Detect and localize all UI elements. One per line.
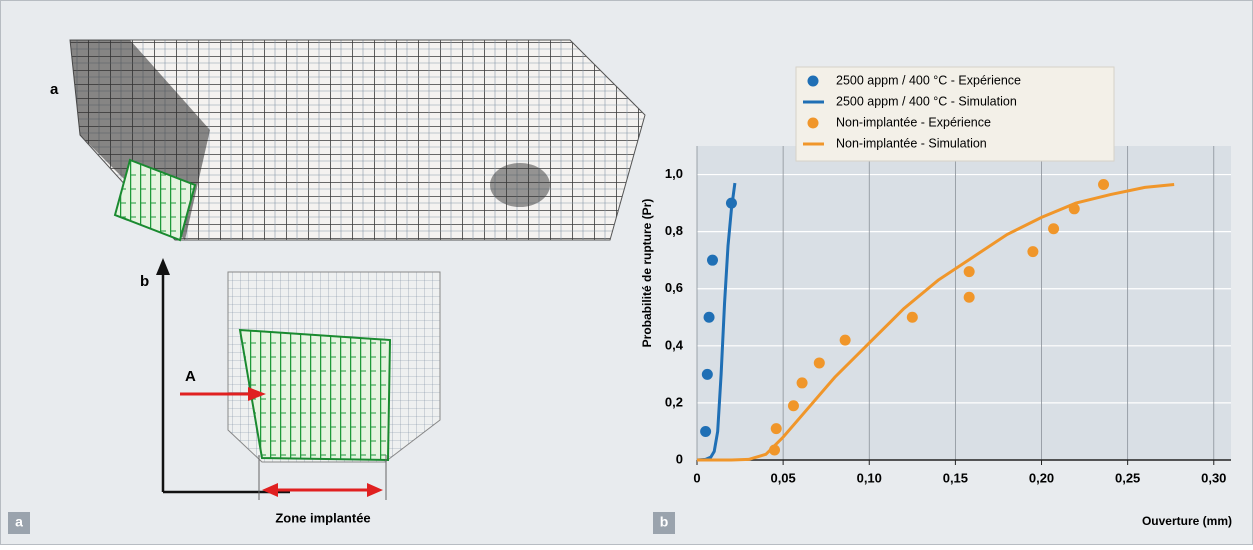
zone-label: Zone implantée [275, 510, 370, 525]
data-point [788, 400, 799, 411]
data-point [797, 377, 808, 388]
legend-label: 2500 appm / 400 °C - Expérience [836, 73, 1021, 87]
y-tick-label: 0,6 [665, 280, 683, 295]
data-point [964, 292, 975, 303]
legend-label: Non-implantée - Expérience [836, 115, 991, 129]
plot-area [697, 146, 1231, 460]
x-tick-label: 0,30 [1201, 470, 1226, 485]
badge-label: a [15, 514, 23, 530]
data-point [840, 335, 851, 346]
data-point [1027, 246, 1038, 257]
y-tick-label: 0 [676, 451, 683, 466]
x-axis-label: Ouverture (mm) [1142, 514, 1232, 528]
x-tick-label: 0,20 [1029, 470, 1054, 485]
figure: a b A Zone implantée a b 0 0,2 0,4 0,6 0,8 1,… [0, 0, 1253, 545]
panel-label: b [140, 273, 149, 290]
badge-label: b [660, 514, 669, 530]
data-point [700, 426, 711, 437]
x-tick-label: 0,25 [1115, 470, 1140, 485]
data-point [771, 423, 782, 434]
data-point [907, 312, 918, 323]
y-axis-label: Probabilité de rupture (Pr) [640, 199, 654, 348]
data-point [1098, 179, 1109, 190]
x-tick-label: 0,05 [770, 470, 795, 485]
arrow-label: A [185, 368, 196, 385]
legend-label: 2500 appm / 400 °C - Simulation [836, 94, 1017, 108]
data-point [814, 357, 825, 368]
y-tick-label: 0,8 [665, 223, 683, 238]
data-point [707, 255, 718, 266]
legend-marker [808, 76, 819, 87]
y-tick-label: 0,2 [665, 394, 683, 409]
data-point [702, 369, 713, 380]
legend-marker [808, 118, 819, 129]
x-tick-label: 0 [693, 470, 700, 485]
data-point [964, 266, 975, 277]
legend-label: Non-implantée - Simulation [836, 136, 987, 150]
data-point [704, 312, 715, 323]
panel-label: a [50, 81, 59, 98]
y-tick-label: 0,4 [665, 337, 684, 352]
y-tick-label: 1,0 [665, 166, 683, 181]
data-point [1048, 223, 1059, 234]
x-tick-label: 0,10 [857, 470, 882, 485]
x-tick-label: 0,15 [943, 470, 968, 485]
